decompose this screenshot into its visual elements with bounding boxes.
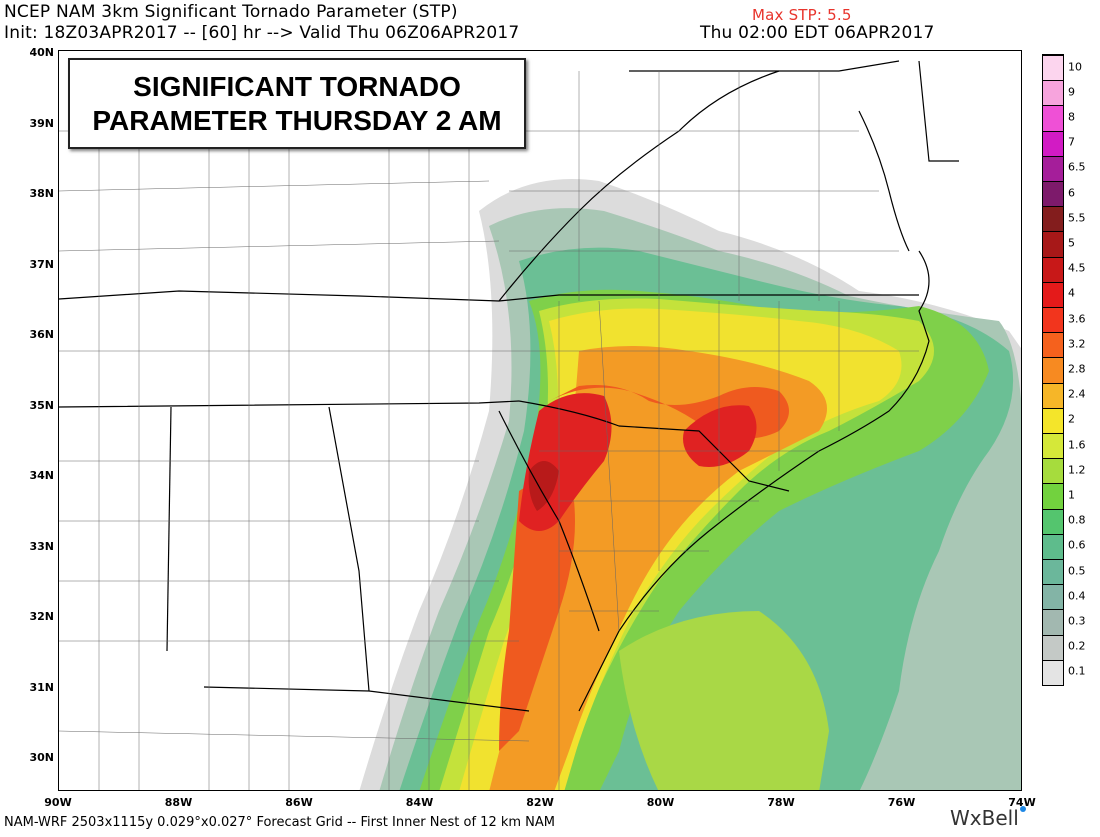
colorbar-swatch	[1043, 609, 1063, 635]
init-valid-line: Init: 18Z03APR2017 -- [60] hr --> Valid …	[4, 23, 520, 43]
colorbar-swatch	[1043, 584, 1063, 610]
shade-red-east	[683, 405, 757, 467]
colorbar-swatch	[1043, 55, 1063, 81]
nc-sc-border	[518, 400, 790, 492]
colorbar-swatch	[1043, 433, 1063, 459]
lat-label: 35N	[29, 398, 54, 412]
max-stp-label: Max STP: 5.5	[752, 6, 852, 24]
colorbar-swatch	[1043, 458, 1063, 484]
lat-label: 39N	[29, 116, 54, 130]
colorbar-label: 8	[1068, 110, 1075, 124]
brand-text: WxBell	[950, 806, 1019, 830]
valid-local-time: Thu 02:00 EDT 06APR2017	[700, 23, 935, 43]
chesapeake-bay	[858, 110, 910, 252]
colorbar-label: 5	[1068, 236, 1075, 250]
colorbar-swatch	[1043, 332, 1063, 358]
lon-label: 80W	[646, 796, 675, 809]
colorbar-swatch	[1043, 483, 1063, 509]
colorbar-swatch	[1043, 533, 1063, 559]
md-pa-border	[629, 60, 900, 72]
stp-map	[58, 50, 1022, 791]
shade-green-offshore	[619, 611, 829, 790]
lat-label: 36N	[29, 328, 54, 341]
tn-south-border	[59, 400, 520, 408]
colorbar-label: 2	[1068, 412, 1075, 426]
chart-title: NCEP NAM 3km Significant Tornado Paramet…	[4, 2, 458, 22]
colorbar-label: 7	[1068, 135, 1075, 149]
colorbar-swatch	[1043, 105, 1063, 131]
colorbar-swatch	[1043, 206, 1063, 232]
colorbar-label: 3.6	[1068, 312, 1086, 326]
lat-label: 32N	[29, 610, 54, 623]
colorbar-swatch	[1043, 231, 1063, 257]
colorbar-swatch	[1043, 80, 1063, 106]
brand-dot-icon	[1019, 806, 1026, 812]
colorbar-label: 0.4	[1068, 589, 1086, 603]
lat-label: 40N	[29, 46, 54, 59]
colorbar-label: 0.2	[1068, 639, 1086, 653]
colorbar-swatch	[1043, 256, 1063, 282]
lon-label: 82W	[526, 796, 554, 809]
lon-label: 88W	[164, 796, 193, 809]
colorbar-label: 2.8	[1068, 362, 1086, 376]
fl-north-border	[203, 686, 530, 712]
de-md-border	[918, 60, 959, 162]
lon-label: 90W	[44, 796, 72, 809]
lon-label: 74W	[1008, 796, 1036, 809]
colorbar-label: 0.6	[1068, 538, 1086, 552]
colorbar-label: 5.5	[1068, 211, 1086, 225]
colorbar-swatch	[1043, 659, 1063, 685]
colorbar-swatch	[1043, 307, 1063, 333]
lat-label: 37N	[29, 257, 54, 271]
colorbar-swatch	[1043, 181, 1063, 207]
colorbar-label: 1	[1068, 488, 1075, 502]
colorbar-label: 6	[1068, 186, 1075, 200]
colorbar-label: 9	[1068, 85, 1075, 99]
overlay-title-box: SIGNIFICANT TORNADO PARAMETER THURSDAY 2…	[68, 58, 526, 149]
stp-colorbar	[1042, 54, 1064, 686]
model-info-footer: NAM-WRF 2503x1115y 0.029°x0.027° Forecas…	[4, 815, 556, 830]
lon-label: 78W	[767, 796, 795, 809]
lat-label: 30N	[29, 751, 54, 764]
colorbar-label: 1.2	[1068, 463, 1086, 477]
stp-shading	[359, 179, 1021, 790]
colorbar-swatch	[1043, 382, 1063, 408]
colorbar-label: 1.6	[1068, 438, 1086, 452]
colorbar-label: 0.1	[1068, 664, 1086, 678]
colorbar-label: 6.5	[1068, 160, 1086, 174]
lat-label: 33N	[29, 539, 54, 553]
va-wv-border	[498, 70, 780, 302]
colorbar-label: 0.3	[1068, 614, 1086, 628]
lon-label: 76W	[887, 796, 916, 809]
colorbar-label: 4.5	[1068, 261, 1086, 275]
colorbar-swatch	[1043, 357, 1063, 383]
overlay-line-2: PARAMETER THURSDAY 2 AM	[92, 105, 502, 136]
map-canvas	[59, 60, 1021, 790]
colorbar-swatch	[1043, 559, 1063, 585]
colorbar-label: 2.4	[1068, 387, 1086, 401]
al-ga-border	[328, 406, 370, 692]
overlay-line-1: SIGNIFICANT TORNADO	[133, 71, 461, 102]
lon-label: 84W	[405, 796, 434, 809]
colorbar-label: 4	[1068, 286, 1075, 300]
county-lines	[59, 71, 919, 790]
wxbell-logo: WxBell	[950, 806, 1026, 830]
colorbar-label: 10	[1068, 60, 1082, 74]
ms-al-border	[166, 406, 172, 652]
colorbar-swatch	[1043, 155, 1063, 181]
lat-label: 38N	[29, 187, 54, 200]
lat-label: 31N	[29, 680, 54, 694]
colorbar-swatch	[1043, 508, 1063, 534]
colorbar-label: 0.5	[1068, 564, 1086, 578]
colorbar-swatch	[1043, 634, 1063, 660]
colorbar-label: 3.2	[1068, 337, 1086, 351]
lon-label: 86W	[285, 796, 313, 809]
shade-red-orange-2	[499, 483, 575, 751]
colorbar-swatch	[1043, 281, 1063, 307]
colorbar-swatch	[1043, 130, 1063, 156]
colorbar-label: 0.8	[1068, 513, 1086, 527]
colorbar-swatch	[1043, 407, 1063, 433]
lat-label: 34N	[29, 469, 54, 482]
shade-dark-red	[528, 461, 559, 511]
